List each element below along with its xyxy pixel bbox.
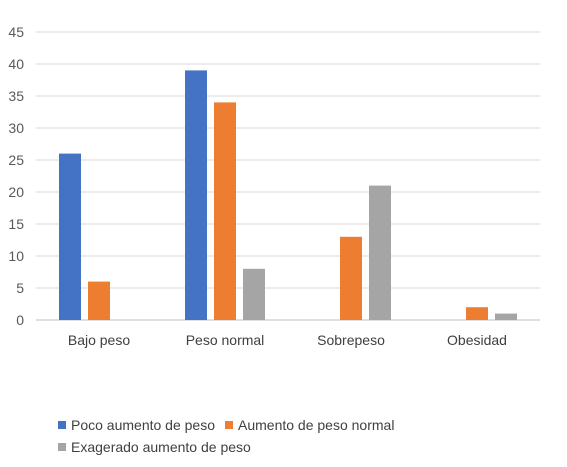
- bar: [59, 153, 81, 320]
- x-axis-labels: Bajo peso Peso normal Sobrepeso Obesidad: [68, 332, 507, 348]
- y-tick-label: 0: [16, 312, 24, 328]
- bar: [214, 102, 236, 321]
- bar: [369, 185, 391, 320]
- bar: [243, 268, 265, 320]
- legend-item-exagerado-aumento: Exagerado aumento de peso: [58, 439, 251, 455]
- x-category-label: Peso normal: [186, 332, 265, 348]
- gridlines: [36, 31, 540, 321]
- y-tick-label: 20: [8, 184, 24, 200]
- legend-row-2: Exagerado aumento de peso: [58, 436, 404, 458]
- legend-label: Poco aumento de peso: [71, 417, 215, 433]
- y-tick-label: 25: [8, 152, 24, 168]
- legend-item-aumento-normal: Aumento de peso normal: [225, 417, 394, 433]
- x-category-label: Bajo peso: [68, 332, 130, 348]
- y-axis-ticks: 0 5 10 15 20 25 30 35 40 45: [8, 24, 24, 328]
- legend-swatch-gray: [58, 443, 66, 451]
- bars: [59, 70, 517, 321]
- y-tick-label: 15: [8, 216, 24, 232]
- bar: [466, 307, 488, 320]
- legend-item-poco-aumento: Poco aumento de peso: [58, 417, 215, 433]
- y-tick-label: 40: [8, 56, 24, 72]
- bar: [185, 70, 207, 321]
- legend-label: Exagerado aumento de peso: [71, 439, 251, 455]
- y-tick-label: 45: [8, 24, 24, 40]
- bar: [495, 313, 517, 320]
- y-tick-label: 30: [8, 120, 24, 136]
- x-category-label: Sobrepeso: [317, 332, 385, 348]
- legend-row-1: Poco aumento de peso Aumento de peso nor…: [58, 414, 404, 436]
- y-tick-label: 5: [16, 280, 24, 296]
- legend-swatch-blue: [58, 421, 66, 429]
- bar: [88, 281, 110, 320]
- bar-chart: 0 5 10 15 20 25 30 35 40 45 Bajo peso Peso normal S…: [8, 24, 540, 348]
- legend-label: Aumento de peso normal: [238, 417, 395, 433]
- legend: Poco aumento de peso Aumento de peso nor…: [58, 414, 404, 458]
- y-tick-label: 35: [8, 88, 24, 104]
- x-category-label: Obesidad: [447, 332, 507, 348]
- y-tick-label: 10: [8, 248, 24, 264]
- bar: [340, 236, 362, 320]
- legend-swatch-orange: [225, 421, 233, 429]
